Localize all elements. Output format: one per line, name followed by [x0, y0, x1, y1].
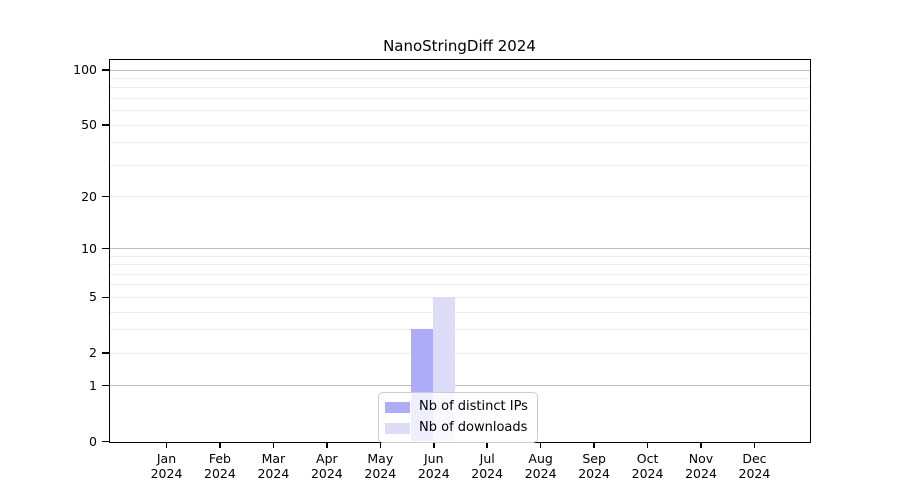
x-tick-year: 2024 — [578, 466, 610, 481]
x-tick-mark-dec — [753, 443, 756, 448]
y-tick-label-100: 100 — [73, 62, 97, 78]
y-gridline-minor — [109, 124, 810, 126]
y-gridline-minor — [109, 352, 810, 354]
x-tick-mark-apr — [326, 443, 328, 448]
x-tick-year: 2024 — [310, 466, 343, 481]
x-tick-year: 2024 — [257, 466, 290, 481]
y-gridline-minor — [109, 87, 810, 89]
y-tick-label-0: 0 — [89, 433, 97, 449]
legend-label-distinct-ips: Nb of distinct IPs — [419, 399, 528, 414]
x-tick-label-apr: Apr 2024 — [295, 451, 359, 481]
x-tick-mark-may — [379, 443, 382, 448]
y-gridline-major — [109, 385, 810, 387]
plot-area — [108, 59, 811, 443]
y-tick-mark-100 — [101, 69, 109, 71]
y-gridline-minor — [109, 164, 810, 166]
y-gridline-minor — [109, 311, 810, 313]
x-tick-mark-feb — [219, 443, 221, 448]
x-tick-label-oct: Oct 2024 — [616, 451, 680, 481]
x-tick-label-dec: Dec 2024 — [722, 451, 786, 481]
y-gridline-minor — [109, 296, 810, 298]
y-tick-label-20: 20 — [81, 188, 97, 204]
y-gridline-minor — [109, 264, 810, 266]
y-tick-label-50: 50 — [81, 117, 97, 133]
x-tick-month: Aug — [528, 451, 553, 466]
y-gridline-minor — [109, 284, 810, 286]
x-tick-label-jun: Jun 2024 — [402, 451, 466, 481]
x-tick-year: 2024 — [738, 466, 771, 481]
x-tick-month: Dec — [742, 451, 767, 466]
x-tick-mark-nov — [700, 443, 702, 448]
y-tick-label-5: 5 — [89, 289, 97, 305]
x-tick-year: 2024 — [685, 466, 717, 481]
y-tick-mark-5 — [101, 296, 109, 299]
chart-title: NanoStringDiff 2024 — [383, 37, 536, 55]
y-gridline-major — [109, 69, 810, 71]
x-tick-mark-jul — [486, 443, 488, 448]
y-tick-label-10: 10 — [81, 240, 97, 256]
x-tick-label-nov: Nov 2024 — [669, 451, 733, 481]
x-tick-month: May — [367, 451, 394, 466]
x-tick-month: Jun — [423, 451, 444, 466]
x-tick-label-mar: Mar 2024 — [241, 451, 305, 481]
legend-item-downloads: Nb of downloads — [385, 420, 528, 436]
x-tick-label-aug: Aug 2024 — [509, 451, 573, 481]
x-tick-month: Nov — [688, 451, 714, 466]
y-gridline-minor — [109, 329, 810, 331]
legend-swatch-downloads — [385, 422, 410, 434]
x-tick-month: Feb — [208, 451, 231, 466]
x-tick-label-sep: Sep 2024 — [562, 451, 626, 481]
x-tick-year: 2024 — [471, 466, 504, 481]
legend-label-downloads: Nb of downloads — [419, 420, 528, 435]
y-gridline-minor — [109, 196, 810, 198]
x-tick-month: Jul — [479, 451, 495, 466]
y-gridline-minor — [109, 142, 810, 144]
x-tick-mark-mar — [272, 443, 275, 448]
x-tick-year: 2024 — [631, 466, 664, 481]
y-gridline-minor — [109, 98, 810, 100]
x-tick-year: 2024 — [204, 466, 236, 481]
y-gridline-major — [109, 248, 810, 250]
x-tick-mark-aug — [539, 443, 542, 448]
y-tick-mark-10 — [101, 247, 109, 250]
x-tick-month: Mar — [261, 451, 286, 466]
x-tick-month: Sep — [582, 451, 606, 466]
legend-item-distinct-ips: Nb of distinct IPs — [385, 399, 528, 415]
y-gridline-minor — [109, 255, 810, 257]
y-tick-label-2: 2 — [89, 345, 97, 361]
x-tick-mark-sep — [593, 443, 595, 448]
x-tick-label-may: May 2024 — [348, 451, 412, 481]
x-tick-year: 2024 — [524, 466, 557, 481]
y-gridline-minor — [109, 78, 810, 80]
x-tick-year: 2024 — [150, 466, 183, 481]
x-tick-label-jul: Jul 2024 — [455, 451, 519, 481]
x-tick-year: 2024 — [364, 466, 397, 481]
x-tick-month: Jan — [156, 451, 177, 466]
y-gridline-minor — [109, 110, 810, 112]
legend: Nb of distinct IPs Nb of downloads — [378, 392, 538, 443]
x-tick-month: Oct — [636, 451, 659, 466]
y-gridline-minor — [109, 273, 810, 275]
x-tick-month: Apr — [316, 451, 338, 466]
y-tick-mark-20 — [101, 195, 109, 198]
y-tick-mark-2 — [101, 352, 109, 354]
legend-swatch-distinct-ips — [385, 401, 410, 413]
x-tick-mark-jun — [433, 443, 435, 448]
x-tick-label-jan: Jan 2024 — [135, 451, 199, 481]
x-tick-mark-oct — [646, 443, 649, 448]
y-tick-mark-1 — [101, 384, 109, 387]
x-tick-year: 2024 — [417, 466, 450, 481]
y-tick-label-1: 1 — [89, 377, 97, 393]
y-tick-mark-50 — [101, 124, 109, 126]
x-tick-mark-jan — [165, 443, 168, 448]
x-tick-label-feb: Feb 2024 — [188, 451, 252, 481]
y-tick-mark-0 — [101, 440, 109, 443]
